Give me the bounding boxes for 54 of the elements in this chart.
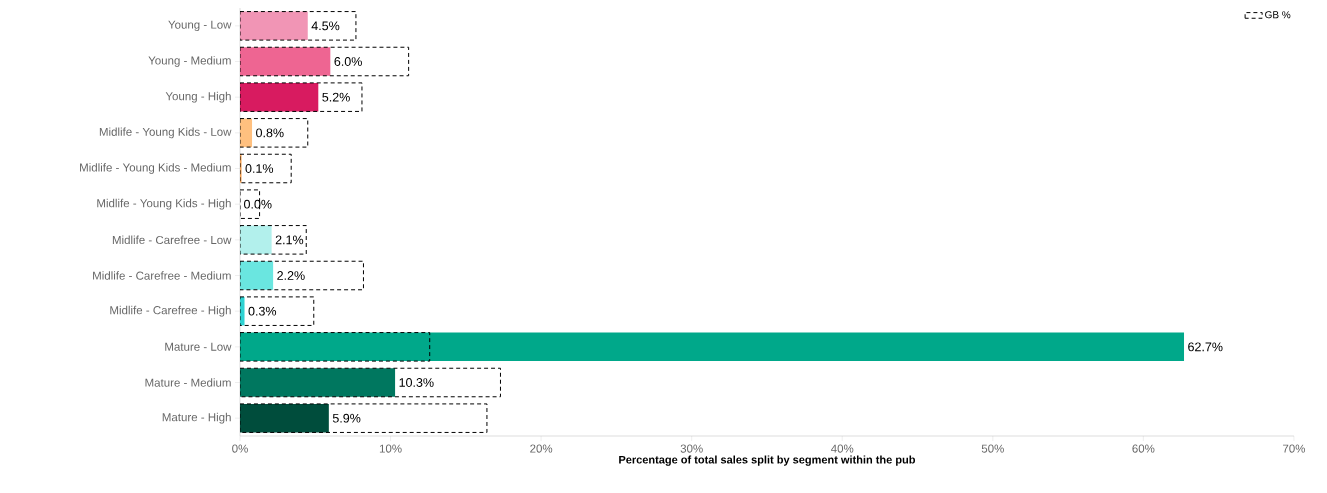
- legend-label: GB %: [1265, 11, 1291, 19]
- x-tick-label: 70%: [1283, 444, 1306, 453]
- bar: [240, 153, 292, 184]
- data-label: 0.3%: [248, 306, 277, 316]
- bar: [240, 82, 363, 112]
- y-tick-label: Midlife - Carefree - Medium: [93, 271, 231, 280]
- y-tick-label: Midlife - Carefree - Low: [112, 235, 232, 245]
- y-tick-label: Mature - Medium: [145, 378, 231, 387]
- bar: [240, 368, 396, 397]
- bar: [240, 332, 1185, 362]
- data-label: 62.7%: [1188, 342, 1223, 352]
- y-tick-label: Midlife - Young Kids - High: [97, 198, 231, 210]
- x-tick-label: 0%: [232, 444, 248, 453]
- y-tick-label: Midlife - Carefree - High: [110, 305, 231, 317]
- y-tick-label: Mature - High: [162, 412, 231, 424]
- x-axis-title: Percentage of total sales split by segment within the pub: [619, 455, 916, 466]
- data-label: 6.0%: [334, 57, 362, 66]
- data-label: 0.1%: [245, 164, 274, 173]
- data-label: 0.0%: [244, 199, 272, 209]
- bar: [240, 11, 357, 41]
- bar: [240, 118, 253, 148]
- bar: [240, 11, 308, 41]
- data-label: 0.8%: [256, 128, 284, 138]
- bar: [240, 47, 331, 76]
- bar: [240, 332, 431, 362]
- x-tick-label: 40%: [831, 444, 854, 453]
- x-tick-label: 10%: [379, 444, 402, 453]
- data-label: 4.5%: [311, 21, 340, 31]
- bar: [240, 118, 309, 148]
- y-tick-label: Midlife - Young Kids - Low: [99, 127, 232, 139]
- bar: [240, 261, 274, 290]
- bar: [240, 403, 488, 433]
- y-tick-label: Young - High: [165, 91, 231, 103]
- y-tick-label: Young - Low: [168, 20, 232, 31]
- y-tick-label: Mature - Low: [165, 342, 232, 351]
- bar: [240, 367, 501, 398]
- bar: [240, 46, 410, 77]
- data-label: 2.2%: [277, 271, 305, 280]
- x-tick-label: 30%: [680, 444, 703, 453]
- x-tick-label: 20%: [530, 444, 553, 453]
- x-tick-label: 60%: [1132, 444, 1155, 453]
- y-tick-label: Young - Medium: [148, 56, 231, 67]
- bar: [240, 225, 307, 255]
- data-label: 10.3%: [399, 378, 434, 387]
- bar: [240, 296, 315, 326]
- x-tick-label: 50%: [981, 444, 1004, 453]
- bar: [240, 82, 319, 112]
- bar: [240, 403, 329, 433]
- data-label: 5.9%: [332, 413, 361, 423]
- data-label: 2.1%: [275, 235, 304, 245]
- bar: [240, 225, 272, 255]
- bar: [240, 260, 364, 291]
- y-tick-label: Midlife - Young Kids - Medium: [80, 163, 231, 174]
- data-label: 5.2%: [322, 92, 350, 102]
